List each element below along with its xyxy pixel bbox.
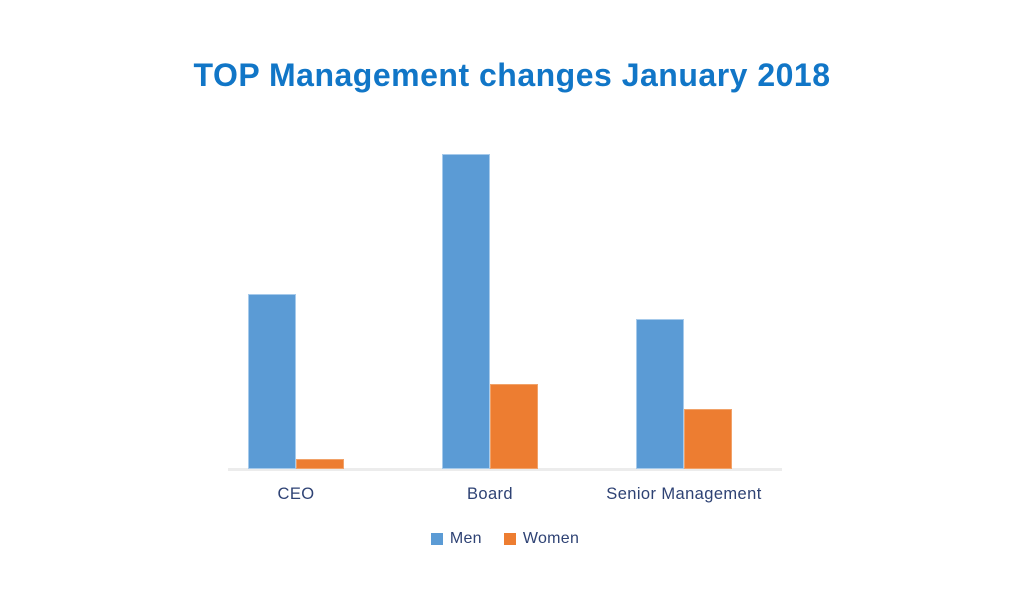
plot-area: CEO Board Senior Management (228, 119, 782, 503)
bar-group-board: Board (442, 119, 538, 503)
legend-label-women: Women (522, 530, 580, 547)
legend: Men Women (228, 530, 782, 548)
bar-women-ceo (296, 459, 344, 469)
category-label-board: Board (466, 485, 514, 503)
bar-group-ceo: CEO (248, 119, 344, 503)
men-series-swatch-icon (430, 533, 443, 545)
legend-label-men: Men (449, 530, 482, 547)
bar-men-ceo (248, 294, 296, 469)
bar-men-board (442, 154, 490, 469)
chart-title: TOP Management changes January 2018 (193, 57, 831, 93)
legend-item-men: Men (430, 530, 482, 548)
bar-women-board (490, 384, 538, 469)
bar-men-senior-management (636, 319, 684, 469)
category-label-senior-management: Senior Management (606, 485, 762, 503)
x-axis-baseline (228, 468, 782, 471)
category-label-ceo: CEO (277, 485, 315, 503)
bar-women-senior-management (684, 409, 732, 469)
women-series-swatch-icon (503, 533, 516, 545)
legend-item-women: Women (503, 530, 580, 548)
bar-group-senior-management: Senior Management (606, 119, 761, 503)
